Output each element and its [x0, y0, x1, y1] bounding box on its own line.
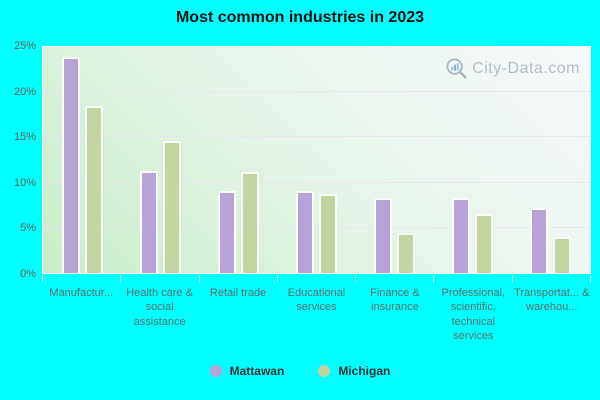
bar-michigan-3[interactable] [240, 172, 259, 273]
x-axis-tick-strip [42, 275, 591, 282]
x-tick-cell [356, 275, 435, 282]
y-axis-tick-labels: 0% 5% 10% 15% 20% 25% [0, 40, 36, 280]
category-label: Manufactur... [49, 287, 113, 299]
x-tick-cell [121, 275, 200, 282]
x-tick-cell [513, 275, 591, 282]
magnifier-barchart-logo-icon [445, 57, 468, 80]
category-label: Finance & insurance [370, 287, 420, 314]
y-tick-label: 5% [20, 222, 36, 235]
y-tick-label: 0% [20, 268, 36, 280]
legend-item-mattawan: Mattawan [209, 364, 285, 378]
category-label: Educational services [287, 287, 346, 314]
bar-mattawan-1[interactable] [61, 56, 80, 273]
bar-mattawan-5[interactable] [374, 197, 393, 273]
bar-group [356, 47, 434, 273]
bar-mattawan-6[interactable] [452, 197, 471, 273]
gridline-5pct [43, 226, 590, 228]
watermark-text: City-Data.com [472, 59, 580, 77]
bar-michigan-7[interactable] [553, 236, 572, 273]
x-tick-cell [42, 275, 122, 282]
michigan-swatch-icon [318, 365, 331, 377]
gridline-10pct [43, 181, 590, 183]
x-axis-category-labels: Manufactur... Health care & social assist… [42, 286, 591, 343]
legend-label-michigan: Michigan [338, 364, 391, 378]
gridline-20pct [43, 91, 590, 93]
category-label: Transportat... & warehou... [514, 287, 590, 314]
chart-title: Most common industries in 2023 [175, 9, 425, 26]
category-label: Health care & social assistance [126, 287, 193, 328]
mattawan-swatch-icon [209, 365, 222, 377]
bar-mattawan-3[interactable] [217, 191, 236, 273]
category-label: Retail trade [209, 287, 267, 299]
bar-group [199, 47, 277, 273]
bar-mattawan-4[interactable] [295, 191, 314, 273]
bar-michigan-5[interactable] [397, 233, 416, 273]
bar-group [512, 47, 590, 273]
y-tick-label: 20% [13, 85, 36, 98]
legend: Mattawan Michigan [0, 364, 600, 378]
bar-michigan-4[interactable] [318, 194, 337, 273]
y-tick-label: 25% [13, 40, 36, 52]
bar-group [121, 47, 199, 273]
bar-group [434, 47, 512, 273]
bar-mattawan-2[interactable] [139, 170, 158, 273]
bar-michigan-1[interactable] [84, 106, 103, 273]
y-tick-label: 15% [13, 131, 36, 144]
legend-item-michigan: Michigan [318, 364, 390, 378]
x-tick-cell [278, 275, 357, 282]
x-tick-cell [434, 275, 513, 282]
x-tick-cell [200, 275, 278, 282]
bar-michigan-2[interactable] [162, 140, 181, 273]
bar-group [43, 47, 121, 273]
y-tick-label: 10% [13, 176, 36, 189]
citydata-watermark[interactable]: City-Data.com [445, 57, 580, 80]
plot-area: City-Data.com [42, 46, 591, 274]
gridline-15pct [43, 136, 590, 138]
bar-group [277, 47, 355, 273]
bar-groups [43, 47, 590, 273]
bar-michigan-6[interactable] [475, 214, 494, 273]
legend-label-mattawan: Mattawan [229, 364, 285, 378]
bar-mattawan-7[interactable] [530, 207, 549, 273]
category-label: Professional, scientific, technical serv… [441, 287, 506, 342]
